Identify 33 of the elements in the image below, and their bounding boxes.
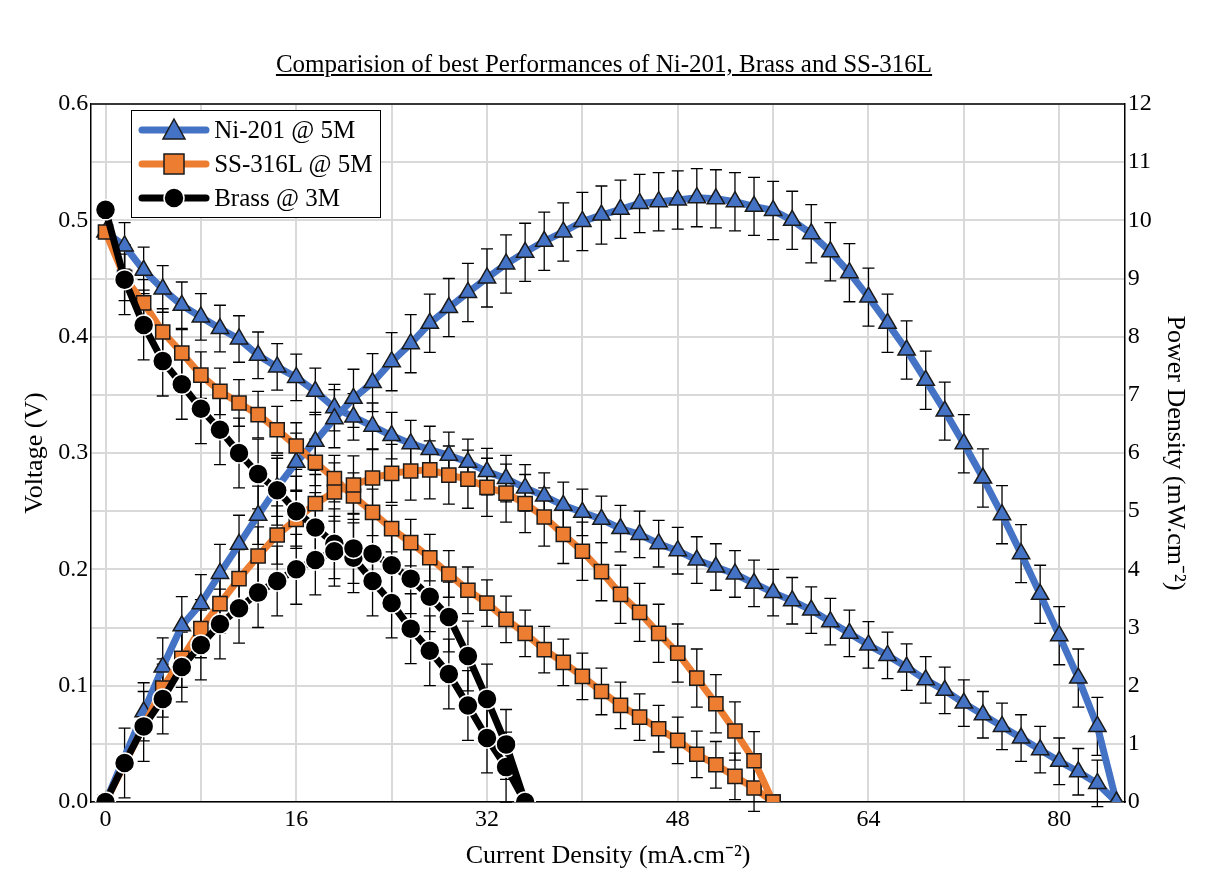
y-tick-label: 0.0 xyxy=(58,787,89,814)
y2-tick-label: 7 xyxy=(1127,380,1140,407)
x-tick-label: 32 xyxy=(475,804,499,831)
y2-tick-label: 3 xyxy=(1127,612,1140,639)
y-tick-label: 0.6 xyxy=(58,89,89,116)
y2-tick-label: 4 xyxy=(1127,554,1140,581)
y-tick-label: 0.1 xyxy=(58,670,89,697)
y2-tick-label: 10 xyxy=(1127,205,1152,232)
y2-tick-label: 11 xyxy=(1127,147,1151,174)
legend-label: Ni-201 @ 5M xyxy=(214,115,356,145)
x-tick-label: 64 xyxy=(856,804,881,831)
y-tick-label: 0.5 xyxy=(58,205,89,232)
y2-tick-label: 12 xyxy=(1127,89,1152,116)
legend-label: Brass @ 3M xyxy=(214,183,340,213)
x-tick-label: 16 xyxy=(284,804,309,831)
y2-axis-title: Power Density (mW.cm⁻²) xyxy=(1161,315,1191,591)
y2-tick-label: 9 xyxy=(1127,263,1140,290)
y2-tick-label: 6 xyxy=(1127,438,1140,465)
x-tick-label: 80 xyxy=(1047,804,1072,831)
x-tick-label: 48 xyxy=(665,804,690,831)
y2-tick-label: 5 xyxy=(1127,496,1140,523)
x-axis-title: Current Density (mA.cm⁻²) xyxy=(465,840,751,870)
y2-tick-label: 1 xyxy=(1127,729,1140,756)
y2-tick-label: 8 xyxy=(1127,321,1140,348)
y2-tick-label: 2 xyxy=(1127,670,1140,697)
y2-tick-label: 0 xyxy=(1127,787,1140,814)
y-tick-label: 0.2 xyxy=(58,554,89,581)
chart-title: Comparision of best Performances of Ni-201, Brass and SS-316L xyxy=(274,50,934,78)
y-tick-label: 0.3 xyxy=(58,438,89,465)
y-axis-title: Voltage (V) xyxy=(19,392,49,514)
x-tick-label: 0 xyxy=(99,804,112,831)
y-tick-label: 0.4 xyxy=(58,321,89,348)
legend-label: SS-316L @ 5M xyxy=(214,149,373,179)
